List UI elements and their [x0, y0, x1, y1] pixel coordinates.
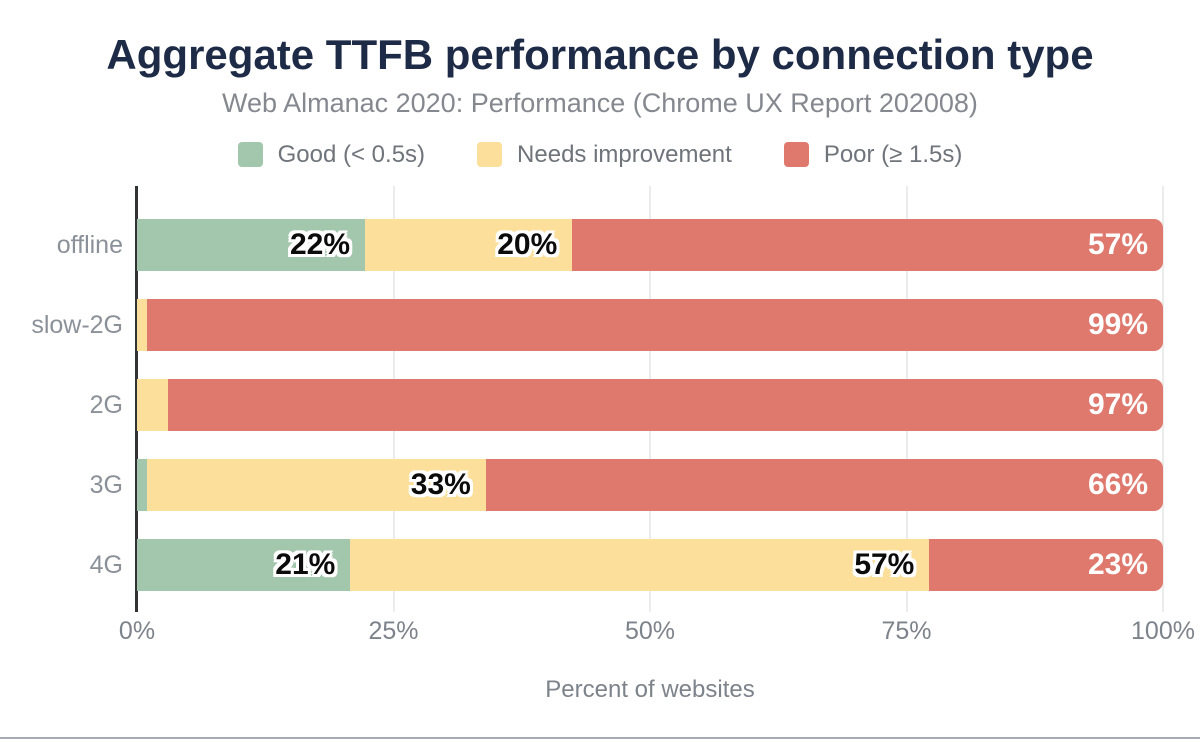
legend-item: Poor (≥ 1.5s): [783, 141, 963, 168]
bar-value-label: 66%: [1087, 468, 1148, 501]
bar: 1%33%66%: [137, 459, 1163, 511]
bar-segment: [365, 219, 573, 271]
bar-segment: [572, 219, 1163, 271]
legend-item: Good (< 0.5s): [237, 141, 426, 168]
x-tick: 75%: [881, 617, 932, 645]
legend-label: Needs improvement: [517, 141, 732, 168]
legend-item: Needs improvement: [477, 141, 732, 168]
bar-segment: [137, 539, 351, 591]
x-tick: 25%: [368, 617, 419, 645]
bar-value-label: 22%: [289, 228, 350, 261]
legend-label: Good (< 0.5s): [277, 141, 426, 168]
bar-segment: [485, 459, 1163, 511]
bar-segment: [929, 539, 1163, 591]
legend-swatch: [783, 142, 809, 167]
x-tick: 50%: [624, 617, 676, 645]
legend-label: Poor (≥ 1.5s): [823, 141, 963, 168]
legend: Good (< 0.5s) Needs improvement Poor (≥ 1.…: [0, 141, 1200, 168]
gridline: [1162, 186, 1164, 612]
category-label: 2G: [89, 391, 123, 419]
bar: 1%99%: [137, 299, 1163, 351]
category-label: offline: [56, 231, 123, 259]
legend-swatch: [477, 142, 503, 167]
bar: 22% 20% 57%: [137, 219, 1163, 271]
bar-segment: [137, 379, 168, 431]
legend-swatch: [237, 142, 263, 167]
y-axis-line: [135, 186, 138, 612]
bar-segment: [350, 539, 930, 591]
bottom-border: [0, 737, 1200, 739]
category-label: 4G: [89, 551, 123, 579]
bar-segment: [137, 459, 148, 511]
plot-area: offline22%20%57%slow-2G1%99%2G3%97%3G1%3…: [31, 186, 1195, 645]
bar-value-label: 33%: [410, 468, 471, 501]
bar-value-label: 99%: [1087, 308, 1148, 341]
bar-value-label: 97%: [1087, 388, 1148, 421]
bar: 3%97%: [137, 379, 1163, 431]
bar-segment: [147, 459, 486, 511]
bar-value-label: 57%: [854, 548, 915, 581]
bar-value-label: 23%: [1087, 548, 1148, 581]
bar-segment: [167, 379, 1163, 431]
bar-value-label: 20%: [497, 228, 558, 261]
x-tick: 100%: [1131, 617, 1195, 645]
bar-value-label: 57%: [1087, 228, 1148, 261]
chart-title: Aggregate TTFB performance by connection…: [106, 31, 1094, 78]
category-label: 3G: [89, 471, 123, 499]
bar-segment: [147, 299, 1163, 351]
x-axis-title: Percent of websites: [545, 676, 755, 703]
bar-segment: [137, 299, 148, 351]
bar-value-label: 21%: [275, 548, 336, 581]
x-tick: 0%: [118, 617, 156, 645]
bar: 21% 57% 23%: [137, 539, 1163, 591]
category-label: slow-2G: [31, 311, 123, 339]
bar-segment: [137, 219, 365, 271]
chart-subtitle: Web Almanac 2020: Performance (Chrome UX…: [222, 88, 978, 118]
